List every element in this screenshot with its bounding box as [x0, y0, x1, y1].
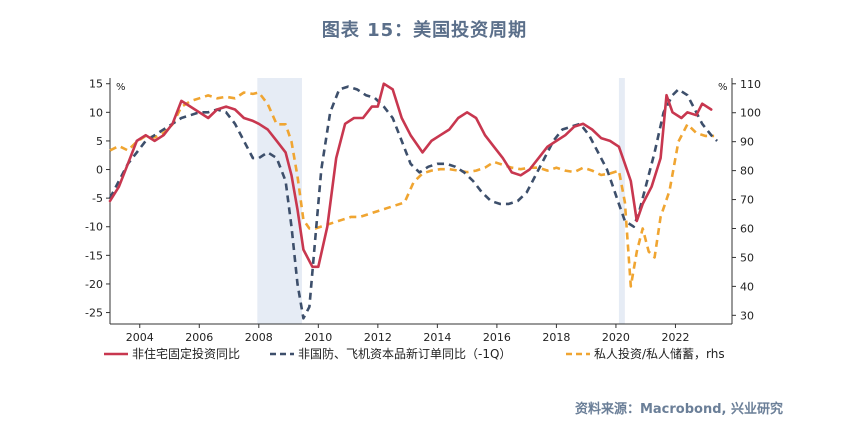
- series-line-2: [109, 91, 715, 288]
- left-tick-label: 15: [89, 78, 103, 91]
- x-tick-label: 2008: [245, 331, 273, 344]
- right-tick-label: 80: [740, 165, 754, 178]
- left-tick-label: -15: [85, 249, 103, 262]
- x-tick-label: 2012: [364, 331, 392, 344]
- right-tick-label: 100: [740, 107, 761, 120]
- legend-label-1: 非国防、飞机资本品新订单同比（-1Q）: [298, 346, 511, 361]
- legend-label-2: 私人投资/私人储蓄，rhs: [594, 346, 725, 361]
- legend-group: 非住宅固定投资同比 非国防、飞机资本品新订单同比（-1Q） 私人投资/私人储蓄，rh…: [104, 346, 725, 361]
- left-tick-label: -20: [85, 278, 103, 291]
- x-tick-label: 2004: [126, 331, 154, 344]
- right-tick-label: 60: [740, 222, 754, 235]
- recession-band-0: [257, 78, 302, 324]
- series-lines-group: [108, 82, 719, 320]
- series-line-0: [108, 82, 713, 269]
- x-tick-label: 2014: [423, 331, 451, 344]
- left-tick-label: -25: [85, 307, 103, 320]
- left-axis-unit: %: [116, 82, 126, 93]
- left-tick-label: -10: [85, 221, 103, 234]
- x-tick-label: 2020: [602, 331, 630, 344]
- source-note: 资料来源：Macrobond, 兴业研究: [574, 402, 783, 417]
- left-tick-label: 0: [96, 164, 103, 177]
- x-tick-label: 2022: [661, 331, 689, 344]
- left-tick-label: -5: [92, 192, 103, 205]
- right-tick-label: 110: [740, 78, 761, 91]
- right-tick-label: 90: [740, 136, 754, 149]
- legend-label-0: 非住宅固定投资同比: [132, 346, 240, 361]
- x-tick-label: 2006: [185, 331, 213, 344]
- right-tick-label: 50: [740, 251, 754, 264]
- right-tick-label: 70: [740, 194, 754, 207]
- x-tick-label: 2016: [483, 331, 511, 344]
- left-tick-label: 10: [89, 106, 103, 119]
- recession-shading-group: [257, 78, 625, 324]
- right-tick-label: 30: [740, 309, 754, 322]
- right-tick-label: 40: [740, 280, 754, 293]
- right-axis-unit: %: [718, 82, 728, 93]
- left-tick-label: 5: [96, 135, 103, 148]
- chart-title: 图表 15：美国投资周期: [321, 20, 528, 41]
- x-tick-label: 2018: [542, 331, 570, 344]
- recession-band-1: [618, 78, 625, 324]
- x-tick-label: 2010: [304, 331, 332, 344]
